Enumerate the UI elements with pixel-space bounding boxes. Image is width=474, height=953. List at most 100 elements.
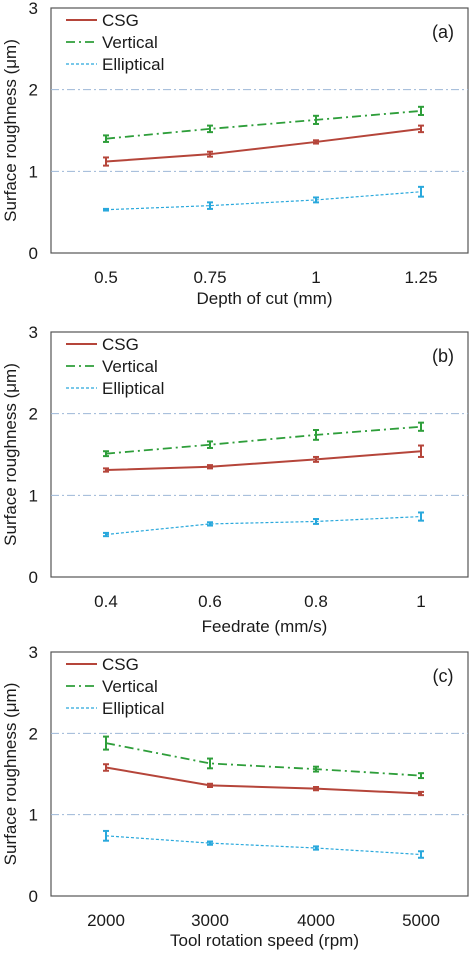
- data-point-csg: [418, 124, 424, 134]
- data-point-elliptical: [418, 185, 424, 198]
- data-point-vertical: [313, 429, 319, 441]
- data-point-vertical: [313, 765, 319, 773]
- chart-panel-c: 0 1 2 3 2000 3000 4000 5000 Tool rotation speed …: [1, 643, 469, 950]
- x-tick-label: 0.4: [94, 592, 118, 611]
- y-axis-title: Surface roughness (μm): [1, 363, 20, 546]
- data-point-vertical: [207, 440, 213, 449]
- x-tick-label: 0.5: [94, 268, 118, 287]
- plot-frame: [50, 651, 469, 897]
- legend: CSG Vertical Elliptical: [66, 335, 164, 398]
- x-tick-label: 3000: [191, 911, 229, 930]
- data-point-csg: [418, 444, 424, 458]
- series-line-vertical: [105, 425, 422, 455]
- data-point-csg: [313, 139, 319, 145]
- legend-label-elliptical: Elliptical: [102, 55, 164, 74]
- legend: CSG Vertical Elliptical: [66, 11, 164, 74]
- series-line-vertical: [105, 110, 422, 140]
- data-point-vertical: [103, 134, 109, 143]
- series-line-csg: [105, 766, 422, 795]
- x-tick-label: 4000: [297, 911, 335, 930]
- y-tick-label: 3: [29, 0, 38, 18]
- legend-label-elliptical: Elliptical: [102, 699, 164, 718]
- data-point-elliptical: [313, 518, 319, 525]
- series-vertical: [103, 421, 424, 458]
- series-elliptical: [103, 511, 424, 538]
- data-point-vertical: [418, 421, 424, 432]
- y-axis-title: Surface roughness (μm): [1, 683, 20, 866]
- data-point-csg: [207, 464, 213, 470]
- legend-label-csg: CSG: [102, 655, 139, 674]
- x-tick-label: 2000: [87, 911, 125, 930]
- y-tick-label: 2: [29, 724, 38, 743]
- series-line-vertical: [105, 742, 422, 777]
- data-point-csg: [207, 782, 213, 789]
- panel-label: (a): [432, 22, 454, 42]
- data-point-csg: [103, 467, 109, 473]
- series-csg: [103, 124, 424, 167]
- data-point-csg: [103, 156, 109, 167]
- legend: CSG Vertical Elliptical: [66, 655, 164, 718]
- series-line-elliptical: [105, 515, 422, 536]
- data-point-vertical: [418, 105, 424, 116]
- data-point-csg: [207, 150, 213, 158]
- y-tick-label: 3: [29, 323, 38, 342]
- data-point-csg: [313, 455, 319, 463]
- y-tick-label: 1: [29, 162, 38, 181]
- data-point-elliptical: [313, 845, 319, 851]
- chart-panel-b: 0 1 2 3 0.4 0.6 0.8 1 Feedrate (mm/s) Surface rou…: [1, 323, 469, 636]
- chart-panel-a: 0 1 2 3 0.5 0.75 1 1.25 Depth of cut (mm) Surface…: [1, 0, 469, 308]
- y-tick-label: 3: [29, 643, 38, 662]
- data-point-vertical: [103, 450, 109, 458]
- data-point-elliptical: [313, 196, 319, 204]
- plot-frame: [50, 331, 469, 578]
- series-line-csg: [105, 127, 422, 163]
- y-tick-label: 1: [29, 806, 38, 825]
- series-vertical: [103, 105, 424, 143]
- data-point-vertical: [207, 757, 213, 770]
- data-point-elliptical: [207, 521, 213, 527]
- series-elliptical: [103, 829, 424, 859]
- y-axis-title: Surface roughness (μm): [1, 39, 20, 222]
- plot-frame: [50, 7, 469, 254]
- x-axis-title: Tool rotation speed (rpm): [170, 931, 359, 950]
- panel-label: (c): [433, 666, 454, 686]
- legend-label-vertical: Vertical: [102, 33, 158, 52]
- series-line-elliptical: [105, 191, 422, 211]
- x-tick-label: 0.8: [304, 592, 328, 611]
- series-csg: [103, 763, 424, 797]
- x-tick-label: 1: [416, 592, 425, 611]
- x-tick-label: 0.6: [198, 592, 222, 611]
- x-axis-title: Feedrate (mm/s): [202, 617, 328, 636]
- legend-label-csg: CSG: [102, 335, 139, 354]
- legend-label-vertical: Vertical: [102, 357, 158, 376]
- x-tick-label: 1: [311, 268, 320, 287]
- data-point-vertical: [103, 735, 109, 751]
- y-tick-label: 0: [29, 244, 38, 263]
- x-axis-title: Depth of cut (mm): [196, 289, 332, 308]
- legend-label-csg: CSG: [102, 11, 139, 30]
- series-csg: [103, 444, 424, 473]
- series-elliptical: [103, 185, 424, 212]
- data-point-elliptical: [103, 531, 109, 538]
- series-vertical: [103, 735, 424, 780]
- panel-label: (b): [432, 346, 454, 366]
- data-point-elliptical: [418, 511, 424, 522]
- y-tick-label: 0: [29, 568, 38, 587]
- y-tick-label: 2: [29, 405, 38, 424]
- data-point-elliptical: [418, 850, 424, 859]
- data-point-elliptical: [103, 207, 109, 212]
- x-tick-label: 5000: [402, 911, 440, 930]
- series-line-elliptical: [105, 835, 422, 856]
- y-tick-label: 1: [29, 486, 38, 505]
- legend-label-elliptical: Elliptical: [102, 379, 164, 398]
- x-tick-label: 0.75: [193, 268, 226, 287]
- data-point-elliptical: [207, 840, 213, 846]
- legend-label-vertical: Vertical: [102, 677, 158, 696]
- data-point-vertical: [207, 124, 213, 134]
- data-point-vertical: [418, 772, 424, 780]
- y-tick-label: 2: [29, 81, 38, 100]
- data-point-csg: [103, 763, 109, 772]
- data-point-csg: [418, 790, 424, 797]
- data-point-elliptical: [103, 829, 109, 842]
- series-line-csg: [105, 450, 422, 472]
